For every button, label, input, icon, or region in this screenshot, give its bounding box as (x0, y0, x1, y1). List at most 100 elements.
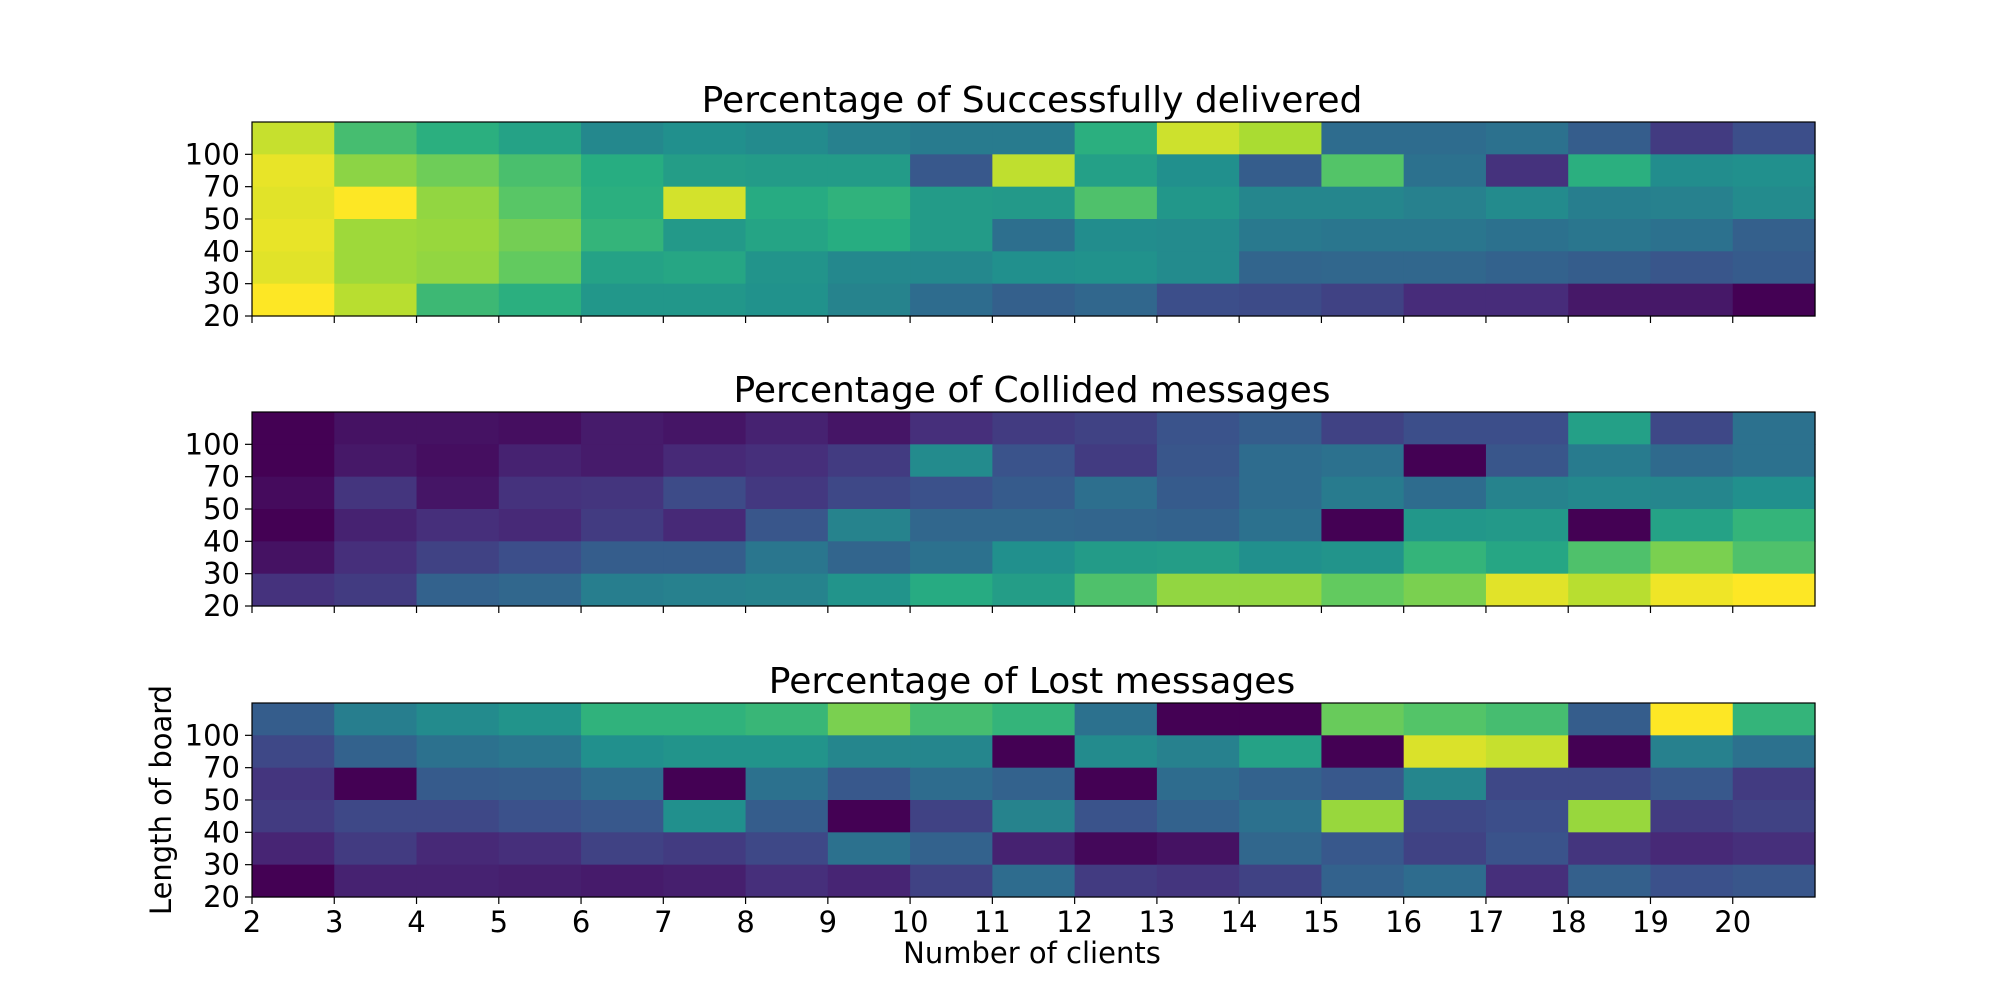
y-tick-label: 100 (185, 427, 240, 461)
heatmap-cell (663, 219, 747, 252)
heatmap-cell (1650, 251, 1734, 285)
heatmap-cell (1403, 476, 1487, 510)
heatmap-cell (827, 283, 911, 317)
heatmap-cell (252, 735, 335, 769)
heatmap-cell (581, 444, 664, 478)
heatmap-cell (581, 412, 664, 445)
heatmap-cell (663, 154, 747, 188)
heatmap-cell (745, 703, 829, 736)
heatmap-cell (334, 444, 418, 478)
heatmap-cell (745, 154, 829, 188)
heatmap-cell (1485, 412, 1569, 445)
panel-2-x-ticks (251, 606, 1734, 613)
x-tick-label: 19 (1632, 905, 1669, 939)
heatmap-cell (1156, 186, 1240, 220)
heatmap-cell (1485, 509, 1569, 542)
heatmap-cell (663, 864, 747, 898)
heatmap-cell (1156, 283, 1240, 317)
heatmap-cell (1650, 412, 1734, 445)
heatmap-cell (1074, 251, 1158, 285)
heatmap-cell (1156, 767, 1240, 801)
heatmap-cell (1321, 832, 1405, 866)
heatmap-cell (1156, 864, 1240, 898)
heatmap-cell (1650, 767, 1734, 801)
x-tick-label: 15 (1303, 905, 1340, 939)
heatmap-cell (992, 122, 1076, 155)
heatmap-cell (1732, 251, 1816, 285)
heatmap-cell (663, 251, 747, 285)
heatmap-cell (663, 122, 747, 155)
heatmap-cell (416, 541, 500, 575)
heatmap-cell (334, 122, 418, 155)
heatmap-cell (1568, 219, 1652, 252)
panel-3-x-ticks: 2 3 4 5 6 7 8 9 10 11 12 13 14 15 16 17 18 19 20 (243, 897, 1751, 939)
heatmap-cell (992, 444, 1076, 478)
heatmap-cell (663, 283, 747, 317)
heatmap-cell (1156, 122, 1240, 155)
heatmap-cell (827, 122, 911, 155)
heatmap-cell (498, 735, 582, 769)
heatmap-cell (1650, 283, 1734, 317)
heatmap-cell (1403, 154, 1487, 188)
heatmap-cell (498, 767, 582, 801)
heatmap-cell (334, 832, 418, 866)
heatmap-cell (581, 573, 664, 607)
y-tick-label: 40 (203, 815, 240, 849)
y-tick-label: 30 (203, 848, 240, 882)
heatmap-cell (1485, 800, 1569, 833)
heatmap-cell (581, 864, 664, 898)
heatmap-cell (1650, 186, 1734, 220)
heatmap-cell (1239, 219, 1323, 252)
heatmap-cell (334, 800, 418, 833)
heatmap-cell (1732, 703, 1816, 736)
heatmap-cell (1650, 573, 1734, 607)
heatmap-panel-3: Percentage of Lost messages 203040507010… (144, 661, 1816, 970)
heatmap-cell (992, 735, 1076, 769)
heatmap-cell (1074, 735, 1158, 769)
heatmap-cell (663, 735, 747, 769)
heatmap-cell (992, 541, 1076, 575)
heatmap-cell (1074, 283, 1158, 317)
heatmap-cell (252, 122, 335, 155)
heatmap-cell (581, 800, 664, 833)
heatmap-cell (1403, 573, 1487, 607)
heatmap-cell (252, 509, 335, 542)
heatmap-cell (498, 283, 582, 317)
heatmap-cell (1403, 122, 1487, 155)
heatmap-cell (992, 573, 1076, 607)
heatmap-cell (1485, 703, 1569, 736)
heatmap-cell (992, 412, 1076, 445)
heatmap-cell (581, 122, 664, 155)
heatmap-cell (663, 832, 747, 866)
heatmap-cell (1650, 832, 1734, 866)
heatmap-cell (1485, 444, 1569, 478)
heatmap-cell (910, 219, 993, 252)
heatmap-cell (992, 832, 1076, 866)
heatmap-cell (910, 703, 993, 736)
heatmap-cell (498, 412, 582, 445)
heatmap-cell (1568, 800, 1652, 833)
panel-2-cells (252, 412, 1816, 607)
heatmap-cell (745, 573, 829, 607)
heatmap-cell (1403, 800, 1487, 833)
heatmap-cell (992, 864, 1076, 898)
heatmap-cell (1239, 412, 1323, 445)
heatmap-cell (1650, 219, 1734, 252)
heatmap-cell (1485, 573, 1569, 607)
heatmap-cell (252, 251, 335, 285)
heatmap-cell (1156, 832, 1240, 866)
heatmap-cell (1485, 219, 1569, 252)
heatmap-cell (1239, 186, 1323, 220)
y-tick-label: 20 (203, 880, 240, 914)
heatmap-cell (1650, 864, 1734, 898)
heatmap-cell (1239, 509, 1323, 542)
heatmap-cell (745, 186, 829, 220)
y-tick-label: 30 (203, 267, 240, 301)
heatmap-cell (827, 735, 911, 769)
heatmap-cell (1321, 541, 1405, 575)
heatmap-cell (910, 573, 993, 607)
heatmap-cell (498, 186, 582, 220)
heatmap-cell (1239, 800, 1323, 833)
heatmap-cell (910, 864, 993, 898)
heatmap-cell (1239, 541, 1323, 575)
